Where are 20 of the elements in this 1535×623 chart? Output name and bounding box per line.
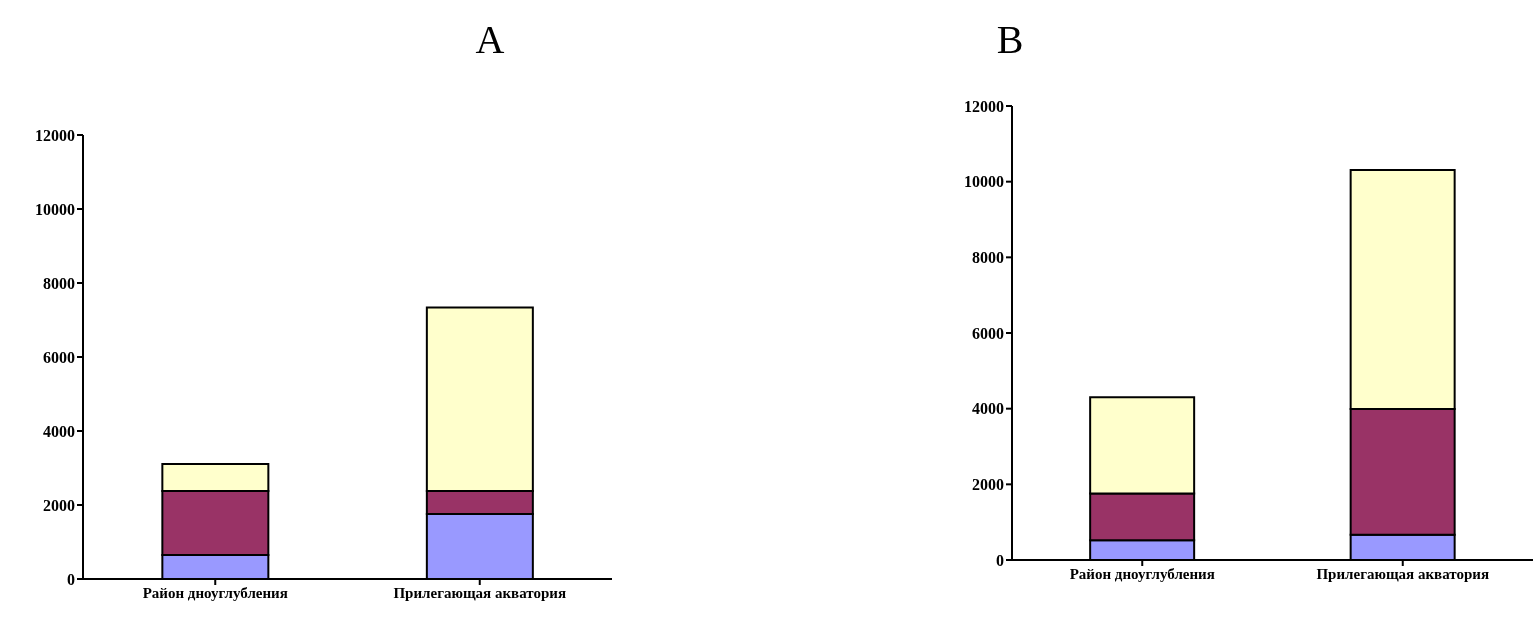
y-tick-label: 4000 xyxy=(43,422,75,440)
y-tick-label: 12000 xyxy=(964,97,1004,115)
chart-title: B xyxy=(996,16,1024,63)
x-tick-label: Прилегающая акватория xyxy=(393,584,567,601)
y-tick-label: 0 xyxy=(67,570,75,588)
y-tick-label: 4000 xyxy=(972,400,1004,418)
y-tick-label: 12000 xyxy=(35,126,75,144)
y-tick-label: 10000 xyxy=(35,200,75,218)
y-tick-label: 2000 xyxy=(43,496,75,514)
chart-title: A xyxy=(475,16,505,63)
y-tick-label: 6000 xyxy=(972,324,1004,342)
y-tick-label: 0 xyxy=(996,551,1004,569)
y-tick-label: 10000 xyxy=(964,173,1004,191)
y-tick-label: 2000 xyxy=(972,476,1004,494)
y-tick-label: 6000 xyxy=(43,348,75,366)
y-tick-label: 8000 xyxy=(972,249,1004,267)
x-tick-label: Прилегающая акватория xyxy=(1316,565,1490,582)
x-tick-label: Район дноуглубления xyxy=(1069,565,1215,582)
y-tick-label: 8000 xyxy=(43,274,75,292)
x-tick-label: Район дноуглубления xyxy=(142,584,288,601)
